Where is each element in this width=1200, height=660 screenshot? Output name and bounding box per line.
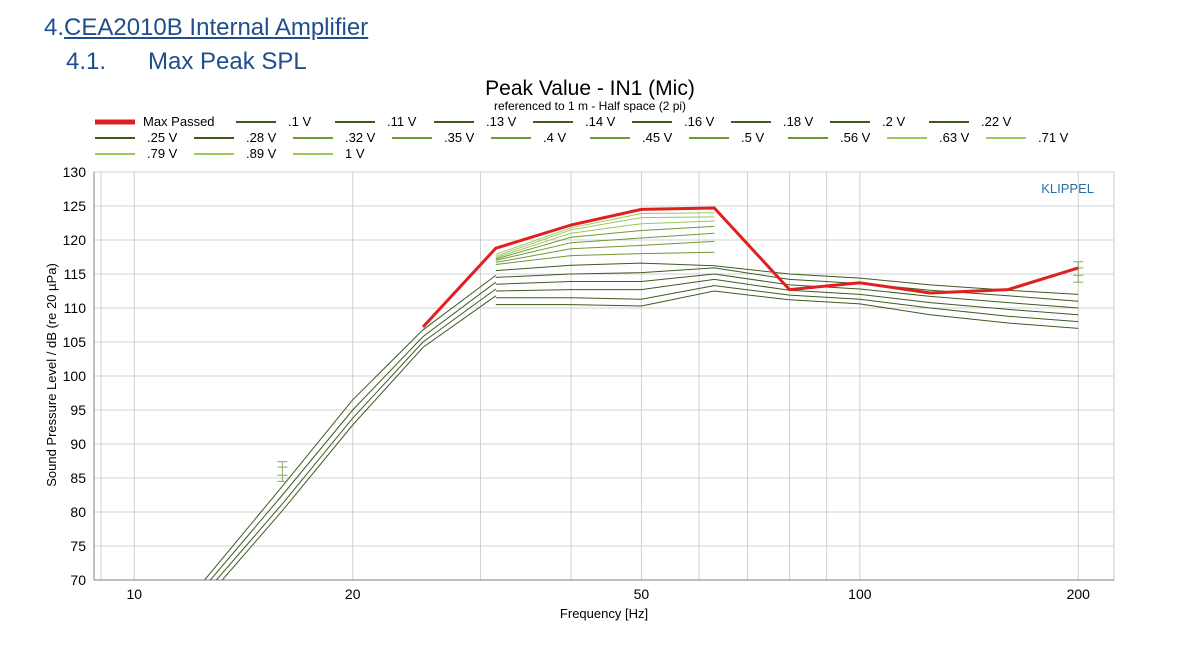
voltage-curve-high xyxy=(495,262,1079,295)
legend-label: .63 V xyxy=(939,130,970,145)
legend-item: .35 V xyxy=(392,130,475,145)
chart-title: Peak Value - IN1 (Mic) xyxy=(485,77,695,100)
voltage-curve-high xyxy=(495,220,715,259)
legend-item: .89 V xyxy=(194,146,277,161)
voltage-curve-high xyxy=(495,285,1079,323)
legend-item: .63 V xyxy=(887,130,970,145)
legend-item: .71 V xyxy=(986,130,1069,145)
legend-item: .2 V xyxy=(830,114,905,129)
legend-label: .14 V xyxy=(585,114,616,129)
legend-item: .18 V xyxy=(731,114,814,129)
y-tick-label: 85 xyxy=(70,470,86,486)
legend-label: .25 V xyxy=(147,130,178,145)
legend-label: .28 V xyxy=(246,130,277,145)
x-axis-label: Frequency [Hz] xyxy=(560,606,648,621)
max-passed-line xyxy=(421,206,1079,329)
legend-label: .56 V xyxy=(840,130,871,145)
legend-label: .13 V xyxy=(486,114,517,129)
legend-label: .18 V xyxy=(783,114,814,129)
axes: 70 75 80 85 90 95 100 105 110 115 120 125 130 10 20 50 1… xyxy=(63,164,1114,602)
voltage-curve-high xyxy=(495,251,715,265)
max-passed-series xyxy=(421,206,1079,329)
legend-item: .11 V xyxy=(335,114,417,129)
legend-label: Max Passed xyxy=(143,114,215,129)
voltage-curve-high xyxy=(495,216,715,257)
legend-item: .56 V xyxy=(788,130,871,145)
x-tick-label: 50 xyxy=(634,586,650,602)
legend-label: .1 V xyxy=(288,114,311,129)
subsection-title: Max Peak SPL xyxy=(148,48,307,75)
y-tick-label: 80 xyxy=(70,504,86,520)
y-tick-label: 100 xyxy=(63,368,87,384)
section-number: 4. xyxy=(44,14,65,41)
legend-label: .79 V xyxy=(147,146,178,161)
legend-item: .16 V xyxy=(632,114,715,129)
legend-item: .14 V xyxy=(533,114,616,129)
legend-item: .13 V xyxy=(434,114,517,129)
legend-label: .35 V xyxy=(444,130,475,145)
voltage-curve-high xyxy=(495,273,1079,309)
legend-label: .89 V xyxy=(246,146,277,161)
legend-label: .5 V xyxy=(741,130,764,145)
y-tick-label: 75 xyxy=(70,538,86,554)
y-tick-label: 105 xyxy=(63,334,87,350)
klippel-watermark: KLIPPEL xyxy=(1041,181,1094,196)
y-tick-label: 130 xyxy=(63,164,87,180)
legend: Max Passed .1 V .11 V .13 V .14 V .16 V .18 V.… xyxy=(95,114,1069,161)
section-title-link[interactable]: CEA2010B Internal Amplifier xyxy=(64,14,369,41)
y-tick-label: 110 xyxy=(64,300,87,316)
y-axis-label: Sound Pressure Level / dB (re 20 µPa) xyxy=(44,263,59,487)
legend-item: .32 V xyxy=(293,130,376,145)
grid xyxy=(93,171,1115,581)
legend-label: .32 V xyxy=(345,130,376,145)
x-tick-label: 100 xyxy=(848,586,872,602)
legend-label: .71 V xyxy=(1038,130,1069,145)
voltage-curve-low xyxy=(221,295,497,580)
voltage-curve-low xyxy=(215,288,497,580)
voltage-curve-high xyxy=(495,225,715,260)
voltage-curve-high xyxy=(495,232,715,261)
legend-item: .79 V xyxy=(95,146,178,161)
legend-label: .22 V xyxy=(981,114,1012,129)
legend-label: .11 V xyxy=(387,114,417,129)
y-tick-label: 120 xyxy=(63,232,87,248)
legend-item: .4 V xyxy=(491,130,566,145)
subsection-number: 4.1. xyxy=(66,48,107,75)
voltage-curve-low xyxy=(209,281,497,580)
y-tick-label: 125 xyxy=(63,198,87,214)
legend-item-max-passed: Max Passed xyxy=(95,114,215,129)
y-tick-label: 95 xyxy=(70,402,86,418)
section-heading: 4.CEA2010B Internal Amplifier xyxy=(44,14,368,42)
legend-item: .28 V xyxy=(194,130,277,145)
legend-label: .4 V xyxy=(543,130,566,145)
legend-label: .16 V xyxy=(684,114,715,129)
voltage-curve-high xyxy=(495,212,715,255)
tolerance-markers xyxy=(277,261,1084,482)
chart-subtitle: referenced to 1 m - Half space (2 pi) xyxy=(494,99,686,113)
legend-item: .1 V xyxy=(236,114,311,129)
legend-item: .5 V xyxy=(689,130,764,145)
y-tick-label: 90 xyxy=(70,436,86,452)
voltage-curve-low xyxy=(204,274,497,580)
legend-item: .25 V xyxy=(95,130,178,145)
voltage-curves xyxy=(204,212,1079,580)
subsection-heading: 4.1. Max Peak SPL xyxy=(66,48,307,76)
y-tick-label: 70 xyxy=(70,572,86,588)
voltage-curve-high xyxy=(495,267,1079,302)
x-tick-label: 10 xyxy=(126,586,142,602)
legend-label: .2 V xyxy=(882,114,905,129)
legend-label: 1 V xyxy=(345,146,365,161)
legend-item: 1 V xyxy=(293,146,365,161)
legend-item: .45 V xyxy=(590,130,673,145)
x-tick-label: 20 xyxy=(345,586,361,602)
voltage-curve-high xyxy=(495,290,1079,329)
voltage-curve-high xyxy=(495,240,715,263)
y-tick-label: 115 xyxy=(64,266,87,282)
legend-label: .45 V xyxy=(642,130,673,145)
x-tick-label: 200 xyxy=(1067,586,1091,602)
legend-item: .22 V xyxy=(929,114,1012,129)
